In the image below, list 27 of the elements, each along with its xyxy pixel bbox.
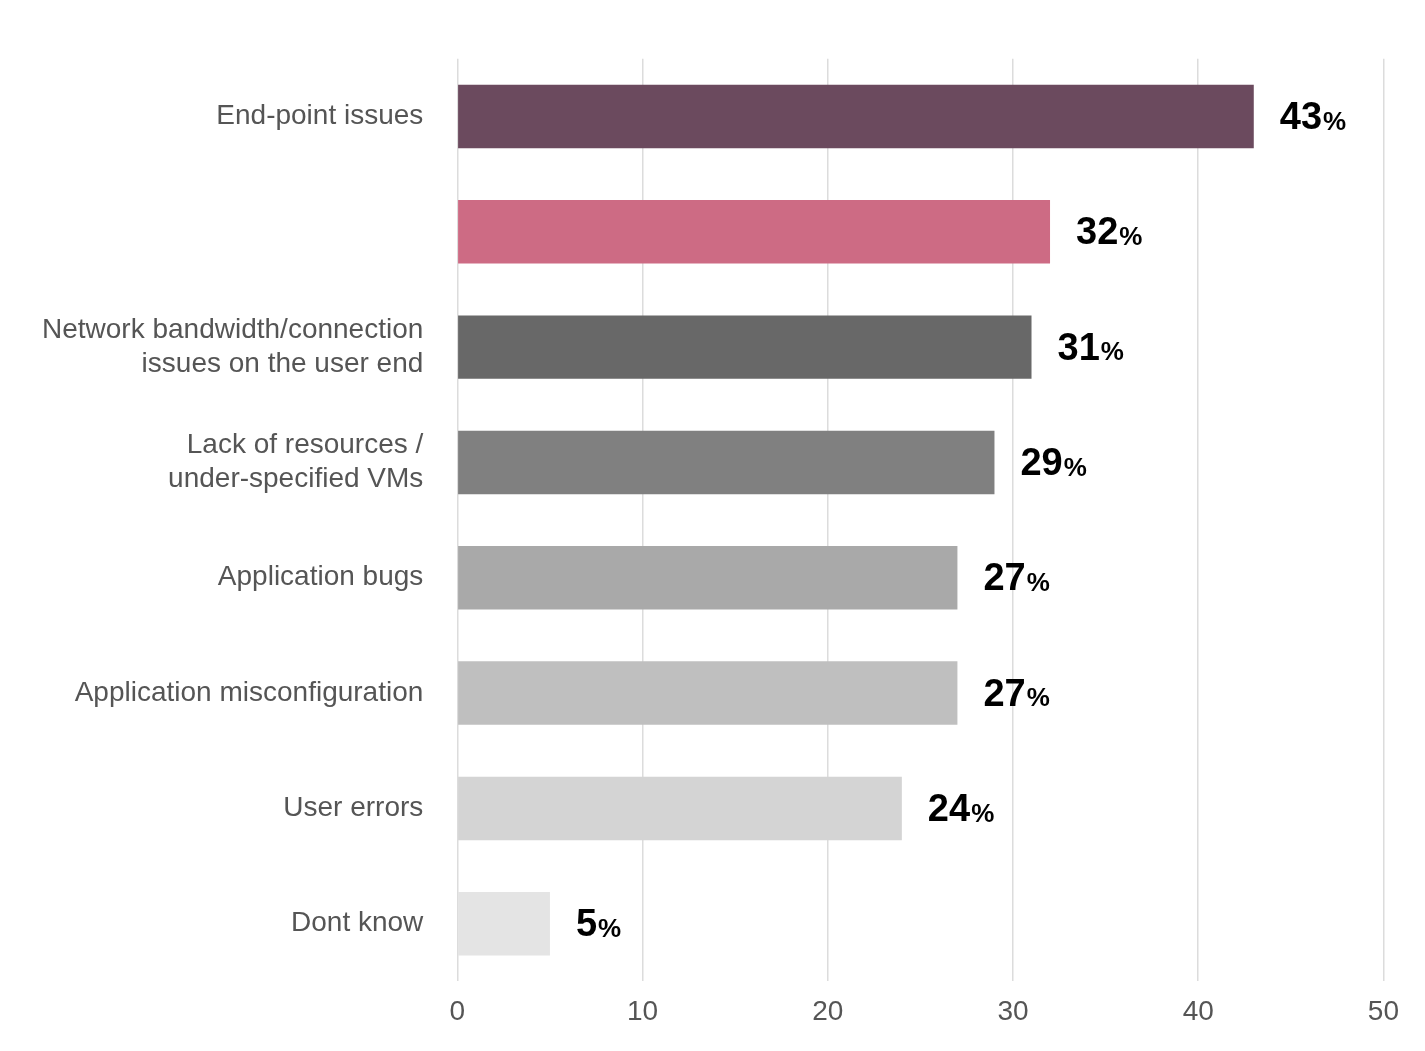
y-tick-label: Network bandwidth/connection issues on the user end bbox=[41, 313, 424, 378]
y-tick-label: End-point issues bbox=[216, 99, 424, 131]
bar bbox=[458, 661, 958, 725]
bar bbox=[458, 546, 958, 610]
y-tick-label: Dont know bbox=[291, 906, 425, 938]
y-tick-label: Application bugs bbox=[217, 560, 424, 592]
data-label: 27% bbox=[983, 671, 1050, 714]
bar bbox=[458, 200, 1051, 264]
data-label: 29% bbox=[1020, 440, 1087, 483]
data-label: 43% bbox=[1279, 94, 1347, 137]
x-tick-label: 30 bbox=[997, 994, 1029, 1026]
data-label: 31% bbox=[1057, 325, 1124, 368]
x-tick-label: 20 bbox=[812, 994, 844, 1026]
x-tick-label: 40 bbox=[1182, 994, 1214, 1026]
x-tick-label: 0 bbox=[449, 994, 466, 1026]
data-label: 24% bbox=[927, 786, 995, 829]
data-label: 27% bbox=[983, 556, 1050, 599]
y-tick-label: Application misconfiguration bbox=[74, 675, 424, 707]
bar bbox=[458, 315, 1032, 379]
x-tick-label: 50 bbox=[1367, 994, 1400, 1026]
bar bbox=[458, 84, 1254, 149]
bar bbox=[458, 430, 995, 495]
data-label: 32% bbox=[1076, 210, 1143, 253]
data-label: 5% bbox=[575, 902, 622, 945]
y-tick-label: Lack of resources / under-specified VMs bbox=[168, 428, 424, 493]
x-tick-label: 10 bbox=[626, 994, 659, 1026]
y-tick-label: User errors bbox=[283, 791, 424, 823]
